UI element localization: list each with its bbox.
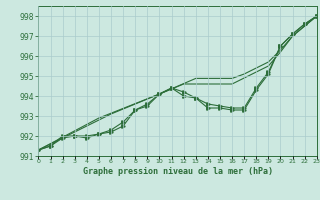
X-axis label: Graphe pression niveau de la mer (hPa): Graphe pression niveau de la mer (hPa)	[83, 167, 273, 176]
